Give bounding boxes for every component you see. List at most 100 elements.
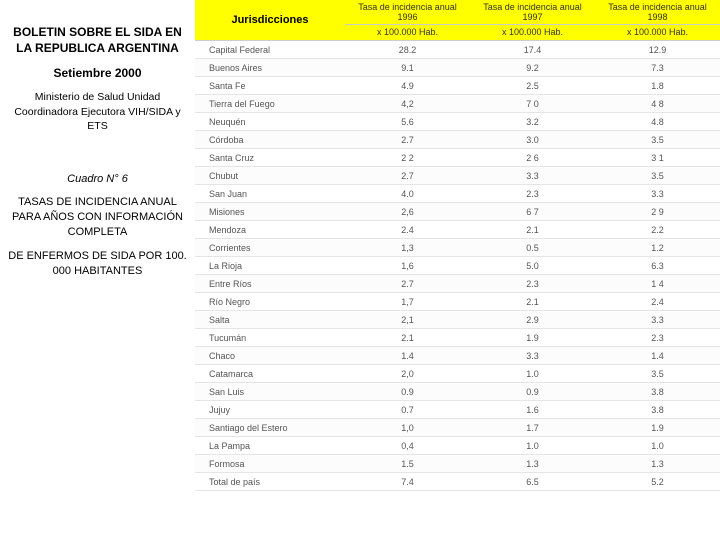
incidence-value: 2 9 xyxy=(595,203,720,221)
jurisdiction-name: Jujuy xyxy=(195,401,345,419)
jurisdiction-name: Santa Fe xyxy=(195,77,345,95)
jurisdiction-name: Formosa xyxy=(195,455,345,473)
incidence-value: 2,1 xyxy=(345,311,470,329)
table-row: Capital Federal28.217.412.9 xyxy=(195,41,720,59)
incidence-value: 1.8 xyxy=(595,77,720,95)
incidence-value: 2.3 xyxy=(470,185,595,203)
table-row: Salta2,12.93.3 xyxy=(195,311,720,329)
table-row: Misiones2,66 72 9 xyxy=(195,203,720,221)
col-header-1998: Tasa de incidencia anual 1998 xyxy=(595,0,720,25)
incidence-value: 1.9 xyxy=(595,419,720,437)
incidence-value: 6.3 xyxy=(595,257,720,275)
table-row: Chaco1.43.31.4 xyxy=(195,347,720,365)
table-body: Capital Federal28.217.412.9Buenos Aires9… xyxy=(195,41,720,491)
table-row: Buenos Aires9.19.27.3 xyxy=(195,59,720,77)
jurisdiction-name: Tucumán xyxy=(195,329,345,347)
table-row: Santa Cruz2 22 63 1 xyxy=(195,149,720,167)
jurisdiction-name: Entre Ríos xyxy=(195,275,345,293)
incidence-value: 2.5 xyxy=(470,77,595,95)
table-row: Formosa1.51.31.3 xyxy=(195,455,720,473)
jurisdiction-name: La Pampa xyxy=(195,437,345,455)
incidence-value: 2.7 xyxy=(345,167,470,185)
table-row: Total de país7.46.55.2 xyxy=(195,473,720,491)
incidence-value: 0,4 xyxy=(345,437,470,455)
incidence-value: 3.0 xyxy=(470,131,595,149)
incidence-value: 9.2 xyxy=(470,59,595,77)
incidence-value: 3.3 xyxy=(470,347,595,365)
jurisdiction-name: San Luis xyxy=(195,383,345,401)
incidence-value: 12.9 xyxy=(595,41,720,59)
incidence-value: 3.5 xyxy=(595,167,720,185)
incidence-value: 9.1 xyxy=(345,59,470,77)
jurisdiction-name: Córdoba xyxy=(195,131,345,149)
jurisdiction-name: Misiones xyxy=(195,203,345,221)
incidence-value: 2.4 xyxy=(345,221,470,239)
incidence-value: 2.1 xyxy=(345,329,470,347)
table-panel: Jurisdicciones Tasa de incidencia anual … xyxy=(195,0,720,540)
incidence-value: 1.4 xyxy=(595,347,720,365)
incidence-value: 1,6 xyxy=(345,257,470,275)
incidence-value: 1.6 xyxy=(470,401,595,419)
table-row: Neuquén5.63.24.8 xyxy=(195,113,720,131)
table-row: La Pampa0,41.01.0 xyxy=(195,437,720,455)
incidence-value: 1.9 xyxy=(470,329,595,347)
jurisdiction-name: Santiago del Estero xyxy=(195,419,345,437)
incidence-value: 4,2 xyxy=(345,95,470,113)
incidence-value: 2 6 xyxy=(470,149,595,167)
bulletin-title: BOLETIN SOBRE EL SIDA EN LA REPUBLICA AR… xyxy=(8,24,187,56)
section-title-2: DE ENFERMOS DE SIDA POR 100. 000 HABITAN… xyxy=(8,249,187,279)
incidence-value: 1.0 xyxy=(470,437,595,455)
jurisdiction-name: Buenos Aires xyxy=(195,59,345,77)
left-panel: BOLETIN SOBRE EL SIDA EN LA REPUBLICA AR… xyxy=(0,0,195,540)
incidence-value: 3.3 xyxy=(595,185,720,203)
table-row: Tierra del Fuego4,27 04 8 xyxy=(195,95,720,113)
incidence-value: 1.7 xyxy=(470,419,595,437)
section-title-1: TASAS DE INCIDENCIA ANUAL PARA AÑOS CON … xyxy=(8,195,187,240)
incidence-value: 2.3 xyxy=(595,329,720,347)
jurisdiction-name: La Rioja xyxy=(195,257,345,275)
jurisdiction-name: Chaco xyxy=(195,347,345,365)
table-row: La Rioja1,65.06.3 xyxy=(195,257,720,275)
incidence-value: 3.3 xyxy=(470,167,595,185)
jurisdiction-name: San Juan xyxy=(195,185,345,203)
table-row: San Juan4.02.33.3 xyxy=(195,185,720,203)
incidence-value: 1,7 xyxy=(345,293,470,311)
table-row: Santiago del Estero1,01.71.9 xyxy=(195,419,720,437)
table-row: Jujuy0.71.63.8 xyxy=(195,401,720,419)
incidence-value: 1.0 xyxy=(595,437,720,455)
col-header-1997: Tasa de incidencia anual 1997 xyxy=(470,0,595,25)
incidence-value: 6 7 xyxy=(470,203,595,221)
incidence-value: 0.7 xyxy=(345,401,470,419)
table-row: Tucumán2.11.92.3 xyxy=(195,329,720,347)
incidence-value: 3.8 xyxy=(595,383,720,401)
incidence-value: 4 8 xyxy=(595,95,720,113)
incidence-value: 5.2 xyxy=(595,473,720,491)
incidence-value: 3.2 xyxy=(470,113,595,131)
incidence-value: 7 0 xyxy=(470,95,595,113)
incidence-value: 2 2 xyxy=(345,149,470,167)
jurisdiction-name: Neuquén xyxy=(195,113,345,131)
incidence-value: 28.2 xyxy=(345,41,470,59)
incidence-value: 2.7 xyxy=(345,131,470,149)
table-row: San Luis0.90.93.8 xyxy=(195,383,720,401)
table-row: Entre Ríos2.72.31 4 xyxy=(195,275,720,293)
col-header-1996: Tasa de incidencia anual 1996 xyxy=(345,0,470,25)
jurisdiction-name: Catamarca xyxy=(195,365,345,383)
incidence-value: 3.3 xyxy=(595,311,720,329)
col-subheader-1997: x 100.000 Hab. xyxy=(470,25,595,41)
incidence-value: 2,6 xyxy=(345,203,470,221)
col-subheader-1998: x 100.000 Hab. xyxy=(595,25,720,41)
table-header-row-1: Jurisdicciones Tasa de incidencia anual … xyxy=(195,0,720,25)
incidence-value: 1,0 xyxy=(345,419,470,437)
incidence-value: 2.1 xyxy=(470,293,595,311)
col-header-jurisdicciones: Jurisdicciones xyxy=(195,0,345,41)
table-row: Córdoba2.73.03.5 xyxy=(195,131,720,149)
cuadro-label: Cuadro N° 6 xyxy=(8,173,187,185)
jurisdiction-name: Capital Federal xyxy=(195,41,345,59)
incidence-value: 5.6 xyxy=(345,113,470,131)
jurisdiction-name: Total de país xyxy=(195,473,345,491)
incidence-value: 0.9 xyxy=(470,383,595,401)
col-subheader-1996: x 100.000 Hab. xyxy=(345,25,470,41)
incidence-value: 2.7 xyxy=(345,275,470,293)
incidence-value: 17.4 xyxy=(470,41,595,59)
